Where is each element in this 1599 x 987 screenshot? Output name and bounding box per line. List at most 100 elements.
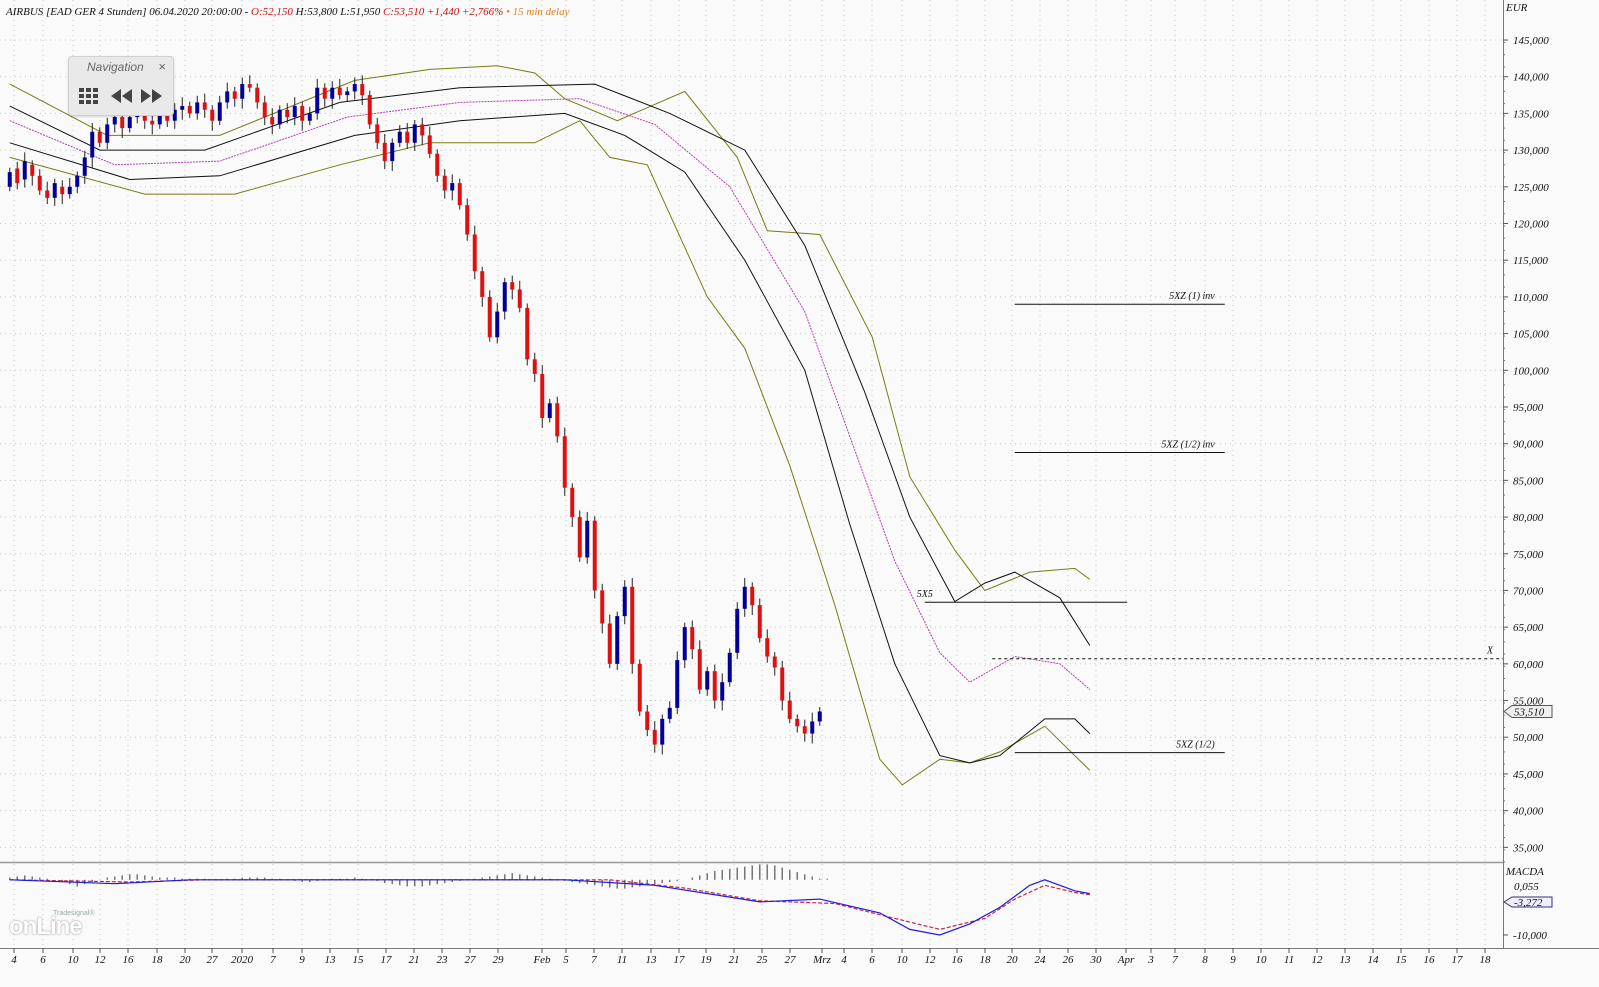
candle xyxy=(562,427,567,496)
candle xyxy=(787,691,792,724)
x-tick-label: 12 xyxy=(925,954,937,966)
candle xyxy=(457,178,462,210)
fast-forward-icon[interactable] xyxy=(139,85,165,107)
candle xyxy=(187,101,192,118)
candle xyxy=(442,169,447,199)
y-tick-label: 55,000 xyxy=(1513,696,1544,708)
candle-body xyxy=(172,109,177,121)
candle-body xyxy=(540,373,545,418)
candle-body xyxy=(585,520,590,558)
candle-body xyxy=(217,102,222,121)
candle-body xyxy=(622,586,627,617)
rewind-icon[interactable] xyxy=(109,85,135,107)
candle xyxy=(780,660,785,711)
navigation-panel: Navigation × xyxy=(68,56,174,116)
x-tick-label: 7 xyxy=(270,954,276,966)
x-tick-label: 10 xyxy=(897,954,909,966)
candle-body xyxy=(90,131,95,158)
x-tick-label: 9 xyxy=(299,954,305,966)
y-tick-label: 45,000 xyxy=(1513,769,1544,781)
candle xyxy=(412,120,417,151)
candle xyxy=(247,75,252,93)
candle xyxy=(195,95,200,120)
candle xyxy=(802,719,807,742)
y-tick-label: 60,000 xyxy=(1513,659,1544,671)
candle xyxy=(172,103,177,129)
x-tick-label: Feb xyxy=(532,954,551,966)
candle-body xyxy=(97,131,102,143)
x-tick-label: 27 xyxy=(465,954,477,966)
candle xyxy=(600,583,605,634)
x-tick-label: 9 xyxy=(1230,954,1236,966)
y-tick-label: 100,000 xyxy=(1513,365,1549,377)
candle-body xyxy=(405,131,410,143)
candle xyxy=(712,664,717,709)
candle xyxy=(585,511,590,564)
candle-body xyxy=(652,729,657,745)
x-tick-label: 12 xyxy=(1312,954,1324,966)
candle-body xyxy=(150,120,155,125)
candle-body xyxy=(727,652,732,683)
candle-body xyxy=(802,726,807,734)
candle-body xyxy=(510,282,515,290)
candle xyxy=(285,103,290,124)
candle xyxy=(7,167,12,192)
candle xyxy=(345,86,350,102)
candle-body xyxy=(22,161,27,180)
candle-body xyxy=(795,718,800,727)
y-tick-label: 120,000 xyxy=(1513,218,1549,230)
candle xyxy=(615,611,620,671)
bollinger-lower-line xyxy=(9,120,1091,786)
x-tick-label: 11 xyxy=(617,954,627,966)
x-tick-label: 23 xyxy=(437,954,449,966)
y-tick-label: 50,000 xyxy=(1513,732,1544,744)
macd-y-tick-label: -10,000 xyxy=(1513,930,1547,942)
annotation-label: X xyxy=(1486,646,1494,657)
candle xyxy=(307,106,312,126)
x-tick-label: 8 xyxy=(1202,954,1208,966)
candle-body xyxy=(382,142,387,162)
x-tick-label: 6 xyxy=(869,954,875,966)
candle-body xyxy=(427,135,432,154)
macd-label: MACDA xyxy=(1505,866,1544,878)
candle xyxy=(427,126,432,159)
candle-body xyxy=(682,627,687,661)
y-tick-label: 105,000 xyxy=(1513,329,1549,341)
candle-body xyxy=(165,113,170,121)
candle xyxy=(532,352,537,383)
candle xyxy=(225,82,230,109)
y-tick-label: 80,000 xyxy=(1513,512,1544,524)
candle xyxy=(652,721,657,753)
candle xyxy=(517,280,522,313)
x-tick-label: 17 xyxy=(381,954,393,966)
x-tick-label: 29 xyxy=(493,954,505,966)
candle xyxy=(720,673,725,711)
candle xyxy=(202,93,207,118)
candle-body xyxy=(412,124,417,143)
last-price-marker xyxy=(1503,704,1553,718)
candle xyxy=(465,198,470,241)
tradesignal-logo: Tradesignal® onLine xyxy=(7,909,107,941)
x-tick-label: 13 xyxy=(646,954,658,966)
x-tick-label: 11 xyxy=(1284,954,1294,966)
x-tick-label: 3 xyxy=(1147,954,1154,966)
macd-marker xyxy=(1503,896,1553,908)
candle xyxy=(337,78,342,100)
candle xyxy=(772,652,777,676)
candle xyxy=(765,629,770,663)
x-tick-label: 5 xyxy=(563,954,569,966)
candle xyxy=(810,712,815,744)
x-tick-label: 13 xyxy=(325,954,337,966)
close-icon[interactable]: × xyxy=(158,59,166,74)
candle xyxy=(420,117,425,146)
candle-body xyxy=(270,117,275,125)
candle-body xyxy=(705,671,710,690)
candle xyxy=(750,582,755,616)
candle xyxy=(435,149,440,183)
candle-body xyxy=(120,117,125,129)
candle-body xyxy=(390,142,395,162)
macd-signal-line xyxy=(9,879,1090,931)
candle xyxy=(577,510,582,562)
grid-icon[interactable] xyxy=(77,85,103,107)
